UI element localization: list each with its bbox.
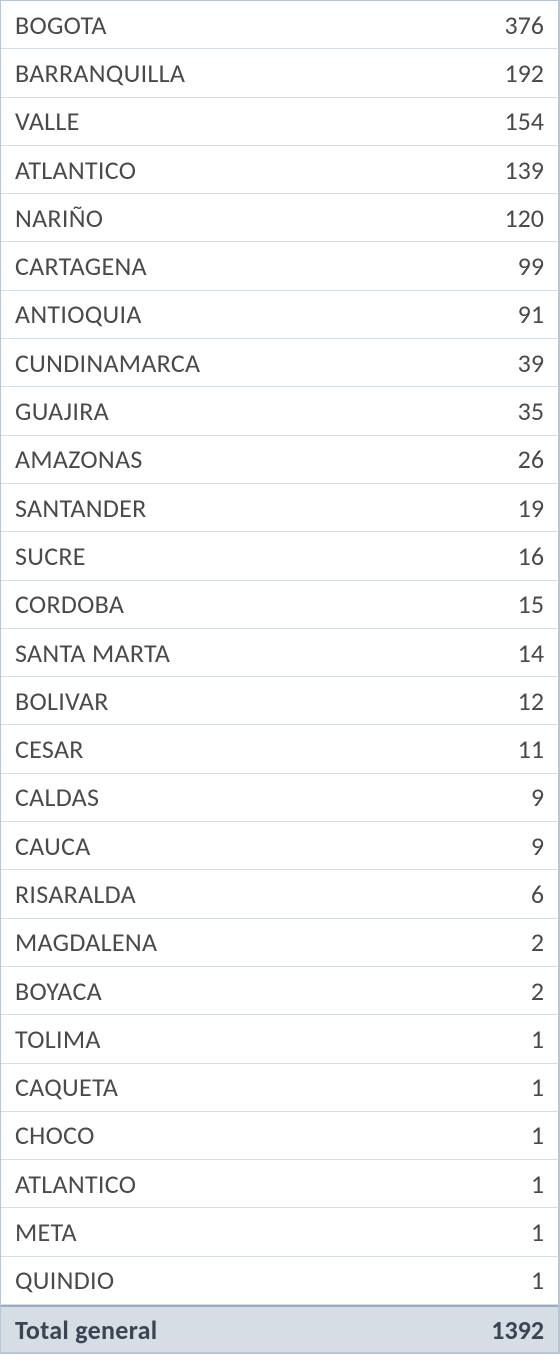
region-count: 26 bbox=[428, 443, 558, 475]
region-count: 1 bbox=[428, 1071, 558, 1103]
table-row: NARIÑO120 bbox=[1, 194, 559, 242]
region-name: CORDOBA bbox=[1, 588, 428, 620]
region-count: 91 bbox=[428, 298, 558, 330]
total-label: Total general bbox=[1, 1314, 428, 1346]
region-count: 12 bbox=[428, 685, 558, 717]
region-count: 2 bbox=[428, 975, 558, 1007]
table-row: MAGDALENA2 bbox=[1, 919, 559, 967]
region-count: 1 bbox=[428, 1119, 558, 1151]
region-name: AMAZONAS bbox=[1, 443, 428, 475]
region-name: CARTAGENA bbox=[1, 250, 428, 282]
table-row: BOGOTA376 bbox=[1, 1, 559, 49]
region-count: 120 bbox=[428, 202, 558, 234]
region-count: 19 bbox=[428, 492, 558, 524]
region-count: 376 bbox=[428, 9, 558, 41]
region-count: 154 bbox=[428, 105, 558, 137]
region-name: GUAJIRA bbox=[1, 395, 428, 427]
region-count: 9 bbox=[428, 781, 558, 813]
table-row: ATLANTICO139 bbox=[1, 146, 559, 194]
region-name: CHOCO bbox=[1, 1119, 428, 1151]
table-row: CORDOBA15 bbox=[1, 581, 559, 629]
table-row: BOYACA2 bbox=[1, 967, 559, 1015]
region-count: 1 bbox=[428, 1168, 558, 1200]
table-row: CAUCA9 bbox=[1, 822, 559, 870]
table-row: CARTAGENA99 bbox=[1, 242, 559, 290]
region-name: SANTANDER bbox=[1, 492, 428, 524]
region-name: META bbox=[1, 1216, 428, 1248]
region-name: ATLANTICO bbox=[1, 1168, 428, 1200]
table-row: AMAZONAS26 bbox=[1, 436, 559, 484]
table-row: VALLE154 bbox=[1, 98, 559, 146]
total-value: 1392 bbox=[428, 1314, 558, 1346]
region-count: 139 bbox=[428, 154, 558, 186]
region-name: CAQUETA bbox=[1, 1071, 428, 1103]
region-count: 11 bbox=[428, 733, 558, 765]
region-name: CALDAS bbox=[1, 781, 428, 813]
region-count: 35 bbox=[428, 395, 558, 427]
region-count: 14 bbox=[428, 637, 558, 669]
table-row: META1 bbox=[1, 1208, 559, 1256]
region-name: QUINDIO bbox=[1, 1264, 428, 1296]
region-name: MAGDALENA bbox=[1, 926, 428, 958]
region-count: 1 bbox=[428, 1023, 558, 1055]
region-count: 192 bbox=[428, 57, 558, 89]
table-row: CAQUETA1 bbox=[1, 1064, 559, 1112]
region-count: 39 bbox=[428, 347, 558, 379]
region-name: VALLE bbox=[1, 105, 428, 137]
total-row: Total general1392 bbox=[1, 1305, 559, 1353]
table-row: SANTANDER19 bbox=[1, 484, 559, 532]
table-row: CUNDINAMARCA39 bbox=[1, 339, 559, 387]
region-count: 16 bbox=[428, 540, 558, 572]
table-row: BARRANQUILLA192 bbox=[1, 49, 559, 97]
region-name: BOGOTA bbox=[1, 9, 428, 41]
region-count: 1 bbox=[428, 1216, 558, 1248]
region-name: NARIÑO bbox=[1, 202, 428, 234]
region-count: 15 bbox=[428, 588, 558, 620]
region-name: SUCRE bbox=[1, 540, 428, 572]
region-name: CAUCA bbox=[1, 830, 428, 862]
table-row: GUAJIRA35 bbox=[1, 387, 559, 435]
region-count: 99 bbox=[428, 250, 558, 282]
region-name: TOLIMA bbox=[1, 1023, 428, 1055]
table-row: ATLANTICO1 bbox=[1, 1160, 559, 1208]
region-name: BARRANQUILLA bbox=[1, 57, 428, 89]
region-count-table: BOGOTA376BARRANQUILLA192VALLE154ATLANTIC… bbox=[0, 0, 560, 1354]
region-count: 9 bbox=[428, 830, 558, 862]
table-row: TOLIMA1 bbox=[1, 1015, 559, 1063]
table-row: SUCRE16 bbox=[1, 532, 559, 580]
table-row: SANTA MARTA14 bbox=[1, 629, 559, 677]
region-name: CUNDINAMARCA bbox=[1, 347, 428, 379]
region-name: ANTIOQUIA bbox=[1, 298, 428, 330]
region-name: BOYACA bbox=[1, 975, 428, 1007]
table-row: RISARALDA6 bbox=[1, 870, 559, 918]
region-name: RISARALDA bbox=[1, 878, 428, 910]
table-row: CHOCO1 bbox=[1, 1112, 559, 1160]
region-count: 1 bbox=[428, 1264, 558, 1296]
region-name: CESAR bbox=[1, 733, 428, 765]
table-row: CALDAS9 bbox=[1, 774, 559, 822]
table-row: CESAR11 bbox=[1, 725, 559, 773]
table-row: ANTIOQUIA91 bbox=[1, 291, 559, 339]
region-count: 6 bbox=[428, 878, 558, 910]
table-row: QUINDIO1 bbox=[1, 1257, 559, 1305]
table-row: BOLIVAR12 bbox=[1, 677, 559, 725]
region-name: SANTA MARTA bbox=[1, 637, 428, 669]
region-name: ATLANTICO bbox=[1, 154, 428, 186]
region-count: 2 bbox=[428, 926, 558, 958]
region-name: BOLIVAR bbox=[1, 685, 428, 717]
